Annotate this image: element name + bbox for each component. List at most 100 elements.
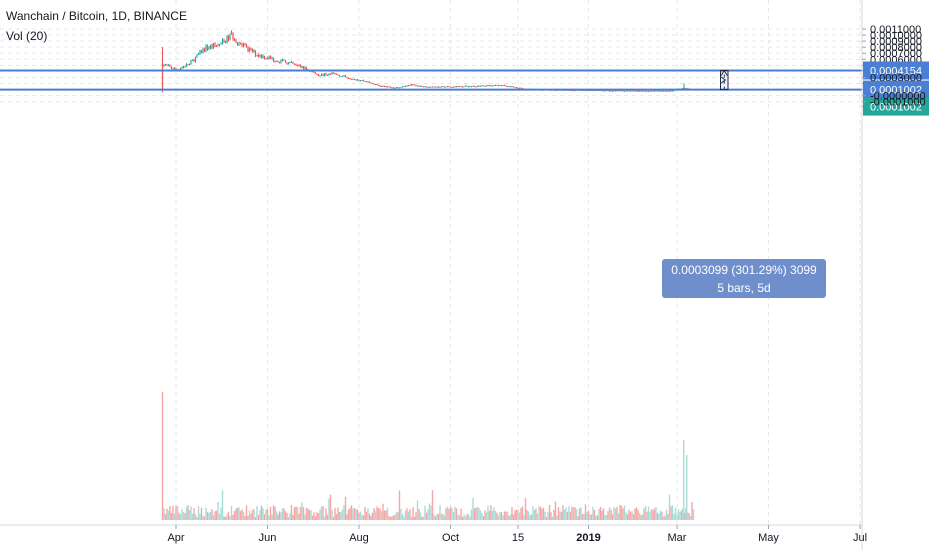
volume-bar [259, 509, 261, 520]
candle-body [239, 43, 242, 45]
volume-bar [524, 498, 527, 520]
volume-bar [382, 503, 384, 520]
volume-bar [530, 514, 533, 520]
volume-bar [197, 506, 200, 520]
candle-body [220, 43, 222, 45]
candle-body [209, 45, 212, 48]
candle-body [638, 90, 641, 92]
volume-bar [413, 516, 416, 520]
volume-bar [574, 507, 576, 520]
volume-bar [319, 509, 321, 520]
volume-bar [343, 505, 345, 520]
volume-bar [689, 515, 692, 520]
candle-body [311, 71, 314, 73]
candle-body [646, 90, 648, 92]
volume-bar [310, 510, 312, 520]
candle-body [241, 43, 243, 46]
x-tick-label: 2019 [576, 532, 600, 544]
volume-bar [242, 511, 245, 520]
volume-bar [634, 508, 636, 520]
candle-body [271, 57, 273, 59]
price-badge-label: 0.0001002 [870, 85, 922, 97]
candle-body [653, 90, 656, 92]
candle-body [668, 90, 671, 92]
volume-bar [185, 507, 188, 520]
volume-bar [256, 506, 258, 520]
candle-body [466, 85, 468, 87]
volume-bar [536, 513, 539, 520]
candle-body [616, 90, 618, 92]
volume-bar [340, 511, 342, 520]
volume-bar [404, 510, 407, 520]
candle-body [161, 62, 164, 93]
candle-body [439, 86, 441, 88]
volume-bar [671, 505, 674, 520]
candle-body [451, 86, 453, 88]
candle-body [515, 87, 518, 89]
candle-body [238, 43, 240, 45]
volume-bar [365, 511, 368, 520]
candle-body [272, 57, 275, 61]
candle-body [503, 85, 506, 87]
candle-body [662, 90, 665, 92]
volume-bar [547, 512, 549, 520]
candle-body [188, 63, 191, 66]
volume-bar [358, 512, 360, 520]
candle-body [460, 86, 462, 88]
candle-body [509, 86, 512, 88]
volume-bar [182, 512, 185, 520]
volume-bar [241, 509, 243, 520]
volume-bar [164, 514, 167, 520]
candle-body [574, 90, 576, 92]
volume-bar [163, 507, 165, 520]
volume-bar [314, 516, 317, 520]
price-badge-label: 0.0004154 [870, 65, 922, 77]
candle-body [400, 87, 402, 89]
candle-body [365, 81, 368, 83]
candle-body [428, 86, 431, 88]
volume-bar [416, 500, 419, 520]
volume-bar [529, 515, 531, 520]
candle-body [628, 90, 630, 92]
candle-body [251, 49, 254, 53]
volume-indicator-label[interactable]: Vol (20) [6, 29, 48, 43]
candle-body [284, 60, 287, 63]
volume-bar [401, 514, 404, 520]
volume-bar [589, 514, 591, 520]
candle-body [482, 85, 485, 87]
volume-bar [482, 516, 485, 520]
volume-bar [590, 514, 593, 520]
volume-bar [448, 509, 450, 520]
volume-bar [508, 515, 510, 520]
volume-bar [398, 490, 401, 520]
volume-bar [265, 509, 267, 520]
candle-body [281, 59, 284, 61]
candle-body [245, 45, 248, 47]
candle-body [259, 54, 261, 57]
volume-bar [443, 515, 446, 520]
candle-body [280, 60, 282, 63]
candle-body [349, 78, 351, 80]
volume-bar [497, 515, 500, 520]
volume-bar [485, 512, 488, 520]
x-tick-label: Jul [853, 532, 867, 544]
candle-body [611, 90, 614, 92]
volume-bar [661, 511, 663, 520]
volume-bar [383, 510, 386, 520]
volume-bar [568, 506, 570, 520]
volume-bar [215, 510, 218, 520]
volume-bar [596, 515, 599, 520]
y-tick-label: 0.0010000 [870, 30, 922, 42]
candle-body [172, 68, 174, 70]
candle-body [229, 34, 231, 40]
candle-body [454, 86, 456, 88]
volume-bar [337, 507, 339, 520]
candle-body [361, 80, 363, 82]
volume-bar [251, 509, 254, 520]
x-tick-label: Apr [167, 532, 184, 544]
candle-body [490, 85, 492, 87]
volume-bar [388, 516, 390, 520]
volume-bar [616, 506, 618, 520]
